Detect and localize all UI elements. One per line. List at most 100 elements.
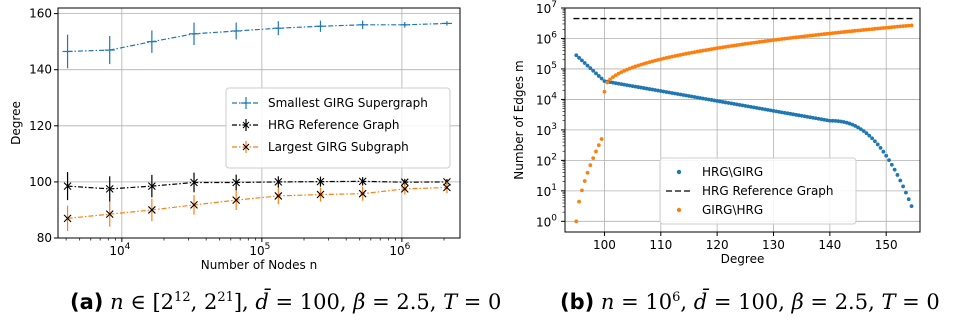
data-point (777, 109, 782, 114)
data-point (749, 104, 753, 109)
data-point (765, 107, 770, 112)
data-point (754, 40, 759, 45)
data-point (889, 162, 894, 167)
data-point (232, 196, 241, 205)
data-point (585, 63, 590, 68)
data-point (591, 68, 596, 73)
data-point (771, 38, 776, 43)
x-tick-label: 106 (389, 242, 410, 258)
data-point (878, 26, 883, 31)
data-point (788, 36, 793, 40)
legend-box (659, 157, 857, 225)
data-point (720, 45, 725, 50)
data-point (867, 133, 872, 138)
data-point (726, 44, 731, 49)
y-tick-label: 102 (536, 152, 557, 168)
data-point (780, 37, 784, 41)
data-point (827, 118, 832, 123)
legend-swatch-marker (676, 207, 682, 213)
data-point (712, 98, 717, 103)
data-point (906, 197, 911, 202)
data-point (771, 108, 776, 113)
data-point (856, 125, 860, 130)
data-point (591, 156, 596, 161)
data-point (689, 50, 694, 55)
data-point (664, 90, 669, 94)
chart-panel-a: 104 105 106 80 100 120 140 160 Number of Nodes n… (9, 7, 461, 272)
data-point (780, 110, 784, 115)
data-point (768, 108, 773, 113)
data-point (904, 23, 908, 28)
data-point (853, 28, 858, 33)
data-point (610, 80, 615, 85)
legend-swatch-marker (676, 169, 682, 175)
data-point (839, 30, 844, 35)
data-point (805, 114, 810, 119)
data-point (743, 42, 748, 46)
data-point (827, 31, 832, 36)
data-point (582, 61, 587, 65)
data-point (813, 33, 818, 37)
data-point (684, 51, 689, 56)
data-point (796, 35, 801, 39)
data-point (692, 95, 697, 99)
caption-a-text: n ∈ [212, 221], d̄ = 100, β = 2.5, T = 0 (110, 290, 502, 314)
data-point (729, 101, 734, 106)
data-point (625, 83, 629, 88)
data-point (732, 102, 736, 106)
data-point (599, 76, 604, 81)
legend: HRG\GIRG HRG Reference Graph GIRG\HRG (659, 157, 857, 225)
data-point (760, 106, 765, 111)
series-line (67, 22, 447, 53)
data-point (754, 105, 759, 110)
data-point (232, 178, 241, 187)
data-point (577, 55, 581, 60)
data-point (864, 27, 869, 32)
data-point (853, 124, 858, 128)
data-point (811, 33, 815, 38)
data-point (653, 88, 658, 92)
data-point (588, 66, 593, 71)
data-point (794, 112, 798, 117)
data-point (830, 118, 835, 123)
series-line (67, 180, 447, 190)
data-point (844, 29, 849, 34)
data-point (881, 26, 886, 30)
data-point (594, 71, 598, 76)
data-point (698, 49, 703, 53)
data-point (443, 178, 451, 186)
data-point (647, 87, 652, 91)
data-point (605, 80, 610, 85)
data-point (808, 33, 813, 38)
legend-label: HRG\GIRG (702, 165, 763, 179)
data-point (873, 139, 877, 144)
data-point (667, 90, 672, 95)
legend-label: HRG Reference Graph (268, 118, 400, 132)
y-tick-label: 107 (536, 0, 557, 16)
data-point (825, 118, 829, 123)
data-point (785, 111, 790, 116)
data-point (811, 115, 815, 120)
data-point (698, 96, 703, 100)
data-point (644, 86, 649, 91)
data-point (794, 35, 798, 40)
data-point (678, 52, 683, 57)
y-tick-label: 100 (29, 175, 52, 189)
y-axis-label: Degree (9, 101, 23, 145)
data-point (672, 54, 677, 58)
data-point (596, 143, 601, 148)
data-point (689, 94, 694, 99)
data-point (715, 46, 720, 51)
data-point (740, 103, 745, 108)
legend-label: Smallest GIRG Supergraph (268, 96, 428, 110)
data-point (788, 111, 793, 116)
data-point (400, 178, 409, 187)
data-point (616, 71, 621, 76)
legend-label: GIRG\HRG (702, 203, 763, 217)
data-point (316, 177, 325, 186)
chart-panel-b: 100 110 120 130 140 150 100 101 102 103 104 105 106 1… (512, 0, 921, 266)
data-point (887, 25, 891, 30)
data-point (701, 48, 705, 53)
data-point (737, 42, 742, 47)
data-point (895, 173, 900, 177)
